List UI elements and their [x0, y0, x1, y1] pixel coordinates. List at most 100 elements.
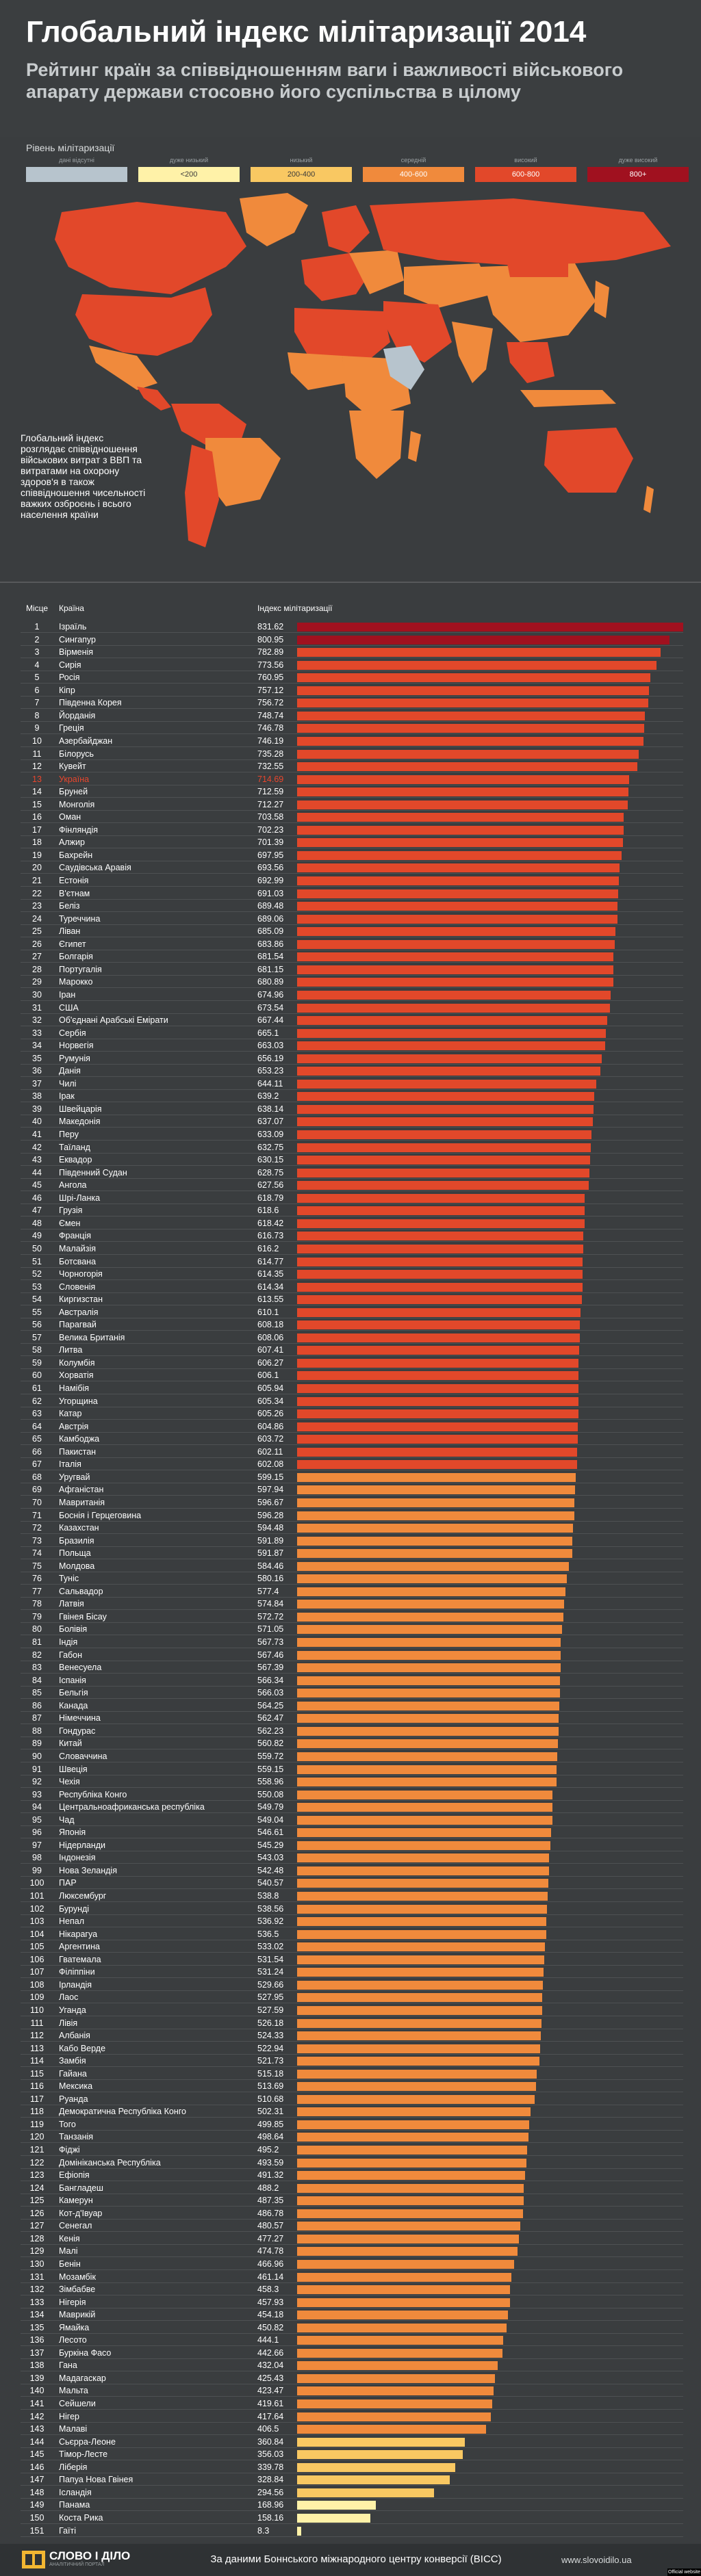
table-row: 115 Гайана 515.18 [21, 2068, 683, 2080]
bar [297, 2069, 537, 2079]
row-country: Південний Судан [59, 1167, 127, 1178]
bar [297, 1447, 577, 1457]
legend-item-very-low: дуже низький <200 [138, 156, 240, 182]
row-country: Буркіна Фасо [59, 2347, 112, 2358]
bar [297, 1511, 574, 1520]
bar [297, 2044, 540, 2053]
row-rank: 132 [29, 2285, 44, 2295]
table-row: 122 Домініканська Республіка 493.59 [21, 2157, 683, 2169]
bar [297, 990, 611, 1000]
row-divider [21, 809, 683, 811]
row-value-label: 510.68 [257, 2094, 284, 2104]
row-value-label: 674.96 [257, 989, 284, 1000]
table-row: 58 Литва 607.41 [21, 1344, 683, 1357]
row-rank: 77 [32, 1586, 42, 1596]
table-row: 127 Сенегал 480.57 [21, 2220, 683, 2233]
bar [297, 2222, 521, 2231]
row-rank: 118 [30, 2107, 44, 2117]
table-row: 51 Ботсвана 614.77 [21, 1256, 683, 1268]
row-rank: 111 [30, 2018, 44, 2028]
row-divider [21, 1127, 683, 1128]
map-central-asia [404, 263, 493, 308]
row-rank: 19 [32, 850, 42, 860]
site-link[interactable]: www.slovoidilo.ua [561, 2555, 632, 2565]
bar [297, 1117, 594, 1127]
row-value-label: 746.19 [257, 736, 284, 746]
table-row: 6 Кіпр 757.12 [21, 685, 683, 697]
row-value-label: 627.56 [257, 1180, 284, 1191]
row-country: Китай [59, 1739, 82, 1749]
row-rank: 148 [29, 2487, 44, 2497]
table-row: 151 Гаїті 8.3 [21, 2525, 683, 2537]
row-country: Бенін [59, 2259, 81, 2269]
row-country: Кот-д'Івуар [59, 2208, 103, 2218]
row-divider [21, 2218, 683, 2220]
bar [297, 1561, 569, 1571]
row-divider [21, 2421, 683, 2423]
legend-swatch: 400-600 [363, 167, 464, 182]
row-country: Маврикій [59, 2310, 96, 2320]
row-country: Ангола [59, 1180, 87, 1191]
row-rank: 140 [29, 2386, 44, 2396]
row-country: Люксембург [59, 1891, 107, 1901]
row-value-label: 591.87 [257, 1548, 284, 1559]
row-rank: 125 [29, 2196, 44, 2206]
row-value-label: 444.1 [257, 2335, 279, 2345]
row-rank: 32 [32, 1015, 42, 1026]
table-row: 44 Південний Судан 628.75 [21, 1167, 683, 1179]
row-country: Ліван [59, 926, 81, 937]
row-rank: 128 [29, 2233, 44, 2243]
bar [297, 1257, 583, 1266]
row-country: Мозамбік [59, 2272, 96, 2282]
row-divider [21, 632, 683, 633]
row-divider [21, 1546, 683, 1547]
row-value-label: 526.18 [257, 2018, 284, 2028]
row-value-label: 536.5 [257, 1929, 279, 1939]
table-row: 50 Малайзія 616.2 [21, 1243, 683, 1255]
row-country: Індія [59, 1637, 78, 1647]
row-value-label: 577.4 [257, 1586, 279, 1596]
table-row: 23 Беліз 689.48 [21, 900, 683, 913]
row-country: Йорданія [59, 710, 96, 720]
row-divider [21, 1685, 683, 1687]
map-central-america [137, 387, 171, 411]
table-row: 129 Малі 474.78 [21, 2246, 683, 2258]
row-country: Гаїті [59, 2525, 76, 2536]
row-value-label: 450.82 [257, 2322, 284, 2332]
row-value-label: 683.86 [257, 939, 284, 949]
table-row: 3 Вірменія 782.89 [21, 647, 683, 659]
bar [297, 775, 629, 784]
row-rank: 131 [29, 2272, 44, 2282]
bar [297, 1778, 557, 1787]
row-rank: 117 [30, 2094, 44, 2104]
bar [297, 2399, 492, 2408]
row-value-label: 735.28 [257, 749, 284, 759]
bar [297, 1346, 580, 1355]
table-row: 125 Камерун 487.35 [21, 2195, 683, 2207]
row-value-label: 457.93 [257, 2297, 284, 2307]
row-value-label: 158.16 [257, 2512, 284, 2523]
row-value-label: 549.79 [257, 1802, 284, 1812]
row-country: Іспанія [59, 1675, 86, 1685]
row-country: Греція [59, 723, 84, 733]
bar [297, 1244, 584, 1253]
row-divider [21, 1495, 683, 1496]
bar [297, 2259, 514, 2269]
row-value-label: 513.69 [257, 2081, 284, 2092]
bar [297, 1028, 607, 1038]
bar [297, 902, 617, 911]
row-rank: 76 [32, 1574, 42, 1584]
row-country: Ірландія [59, 1979, 92, 1990]
row-country: Парагвай [59, 1320, 97, 1330]
map-north-africa [294, 308, 390, 359]
row-value-label: 536.92 [257, 1916, 284, 1927]
row-divider [21, 1330, 683, 1331]
row-rank: 86 [32, 1700, 42, 1710]
row-rank: 62 [32, 1396, 42, 1406]
row-divider [21, 1507, 683, 1509]
table-row: 11 Білорусь 735.28 [21, 749, 683, 760]
table-row: 147 Папуа Нова Гвінея 328.84 [21, 2474, 683, 2486]
row-rank: 85 [32, 1688, 42, 1698]
row-divider [21, 645, 683, 646]
table-row: 144 Сьєрра-Леоне 360.84 [21, 2436, 683, 2448]
